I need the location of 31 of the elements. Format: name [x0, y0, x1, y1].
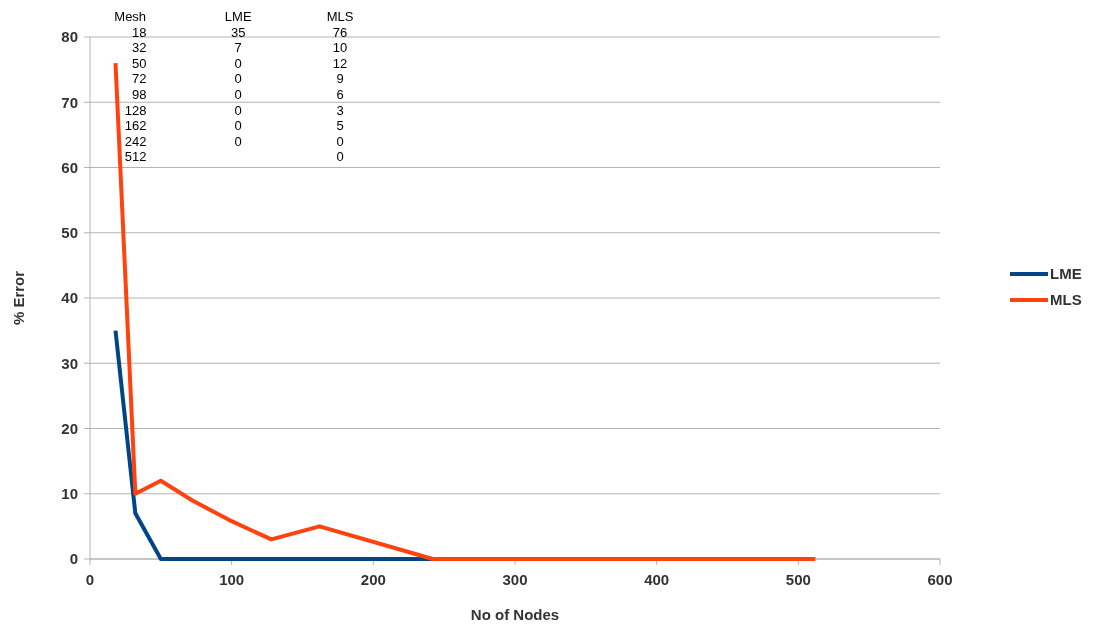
y-tick-label: 70 [61, 93, 78, 111]
x-tick-label: 600 [927, 571, 953, 588]
x-tick-label: 400 [644, 571, 670, 588]
y-axis-title: % Error [10, 270, 27, 326]
text: 128 0 3 [124, 102, 344, 118]
line-series [113, 61, 818, 561]
text: 72 0 9 [131, 71, 344, 87]
y-tick-label: 50 [61, 224, 78, 241]
y-tick-label: 60 [61, 158, 78, 176]
text: 50 0 12 [131, 55, 348, 71]
y-tick-label: 10 [61, 485, 78, 502]
y-tick-label: 0 [69, 550, 78, 568]
text: 18 35 76 [131, 24, 348, 40]
x-tick-label: 500 [785, 571, 811, 588]
text: 162 0 5 [124, 118, 344, 134]
legend-label: MLS [1050, 291, 1082, 309]
y-tick-label: 80 [61, 28, 78, 46]
text: Mesh LME MLS [114, 9, 354, 24]
x-tick-label: 100 [219, 571, 245, 588]
text: 32 7 10 [131, 40, 348, 56]
x-tick-label: 300 [502, 571, 528, 588]
text: 98 0 6 [131, 87, 344, 102]
x-tick-label: 200 [360, 571, 386, 588]
y-tick-label: 40 [61, 289, 78, 307]
text: 512 0 [124, 149, 344, 165]
x-axis-title: No of Nodes [470, 606, 560, 623]
legend-label: LME [1050, 265, 1082, 283]
text: 242 0 0 [124, 133, 344, 149]
y-tick-label: 20 [61, 419, 78, 437]
x-tick-label: 0 [85, 571, 95, 588]
y-tick-label: 30 [61, 354, 78, 372]
